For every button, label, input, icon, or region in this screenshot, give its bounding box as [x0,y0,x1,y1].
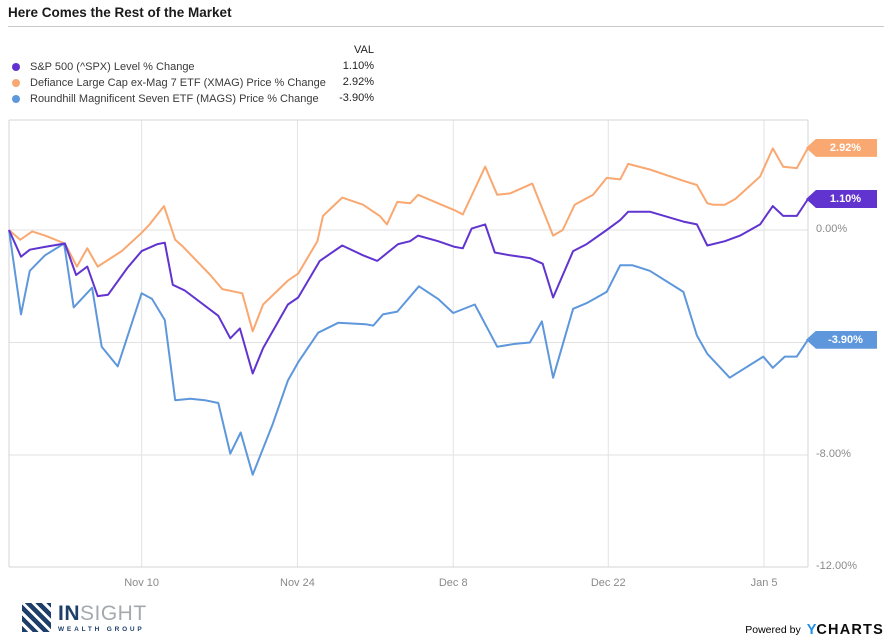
spx-series-dot-icon [12,62,20,71]
title-divider [8,26,884,27]
x-axis-label: Dec 8 [438,577,468,589]
ycharts-logo-text: CHARTS [816,622,884,638]
legend-value-xmag: 2.92% [342,76,374,88]
ycharts-logo-y: Y [806,622,817,638]
legend-value-spx: 1.10% [342,60,374,72]
legend-val-header: VAL [354,44,374,56]
y-axis-label: -8.00% [816,448,851,461]
series-line-spx [8,198,809,375]
x-axis-label: Jan 5 [750,577,778,589]
x-axis-label: Nov 10 [124,577,160,589]
chart-title: Here Comes the Rest of the Market [8,5,232,20]
end-value-badge-mags: -3.90% [806,330,877,349]
end-value-badge-xmag: 2.92% [806,138,877,157]
series-line-xmag [8,147,809,333]
powered-by-label: Powered by [745,624,801,636]
legend-item-spx: S&P 500 (^SPX) Level % Change [0,59,195,74]
x-axis-label: Dec 22 [590,577,626,589]
xmag-series-dot-icon [12,78,20,87]
end-value-badge-spx: 1.10% [806,190,877,209]
legend-item-mags: Roundhill Magnificent Seven ETF (MAGS) P… [0,91,319,106]
logo-in: IN [58,602,80,625]
powered-by-ycharts: Powered by Y CHARTS [745,622,884,638]
y-axis-label: 0.00% [816,222,848,235]
legend-item-xmag: Defiance Large Cap ex-Mag 7 ETF (XMAG) P… [0,75,326,90]
insight-wealth-group-logo: INSIGHT WEALTH GROUP [22,603,147,633]
mags-series-dot-icon [12,94,20,103]
legend-label: S&P 500 (^SPX) Level % Change [30,60,195,73]
legend-label: Defiance Large Cap ex-Mag 7 ETF (XMAG) P… [30,76,326,89]
logo-sight: SIGHT [80,602,147,625]
legend-label: Roundhill Magnificent Seven ETF (MAGS) P… [30,92,319,105]
insight-stripes-icon [22,603,51,632]
series-line-mags [8,229,809,476]
y-axis-label: -12.00% [816,560,857,572]
x-axis-label: Nov 24 [280,577,315,589]
legend-value-mags: -3.90% [339,92,374,104]
logo-wealth-group: WEALTH GROUP [58,626,145,633]
